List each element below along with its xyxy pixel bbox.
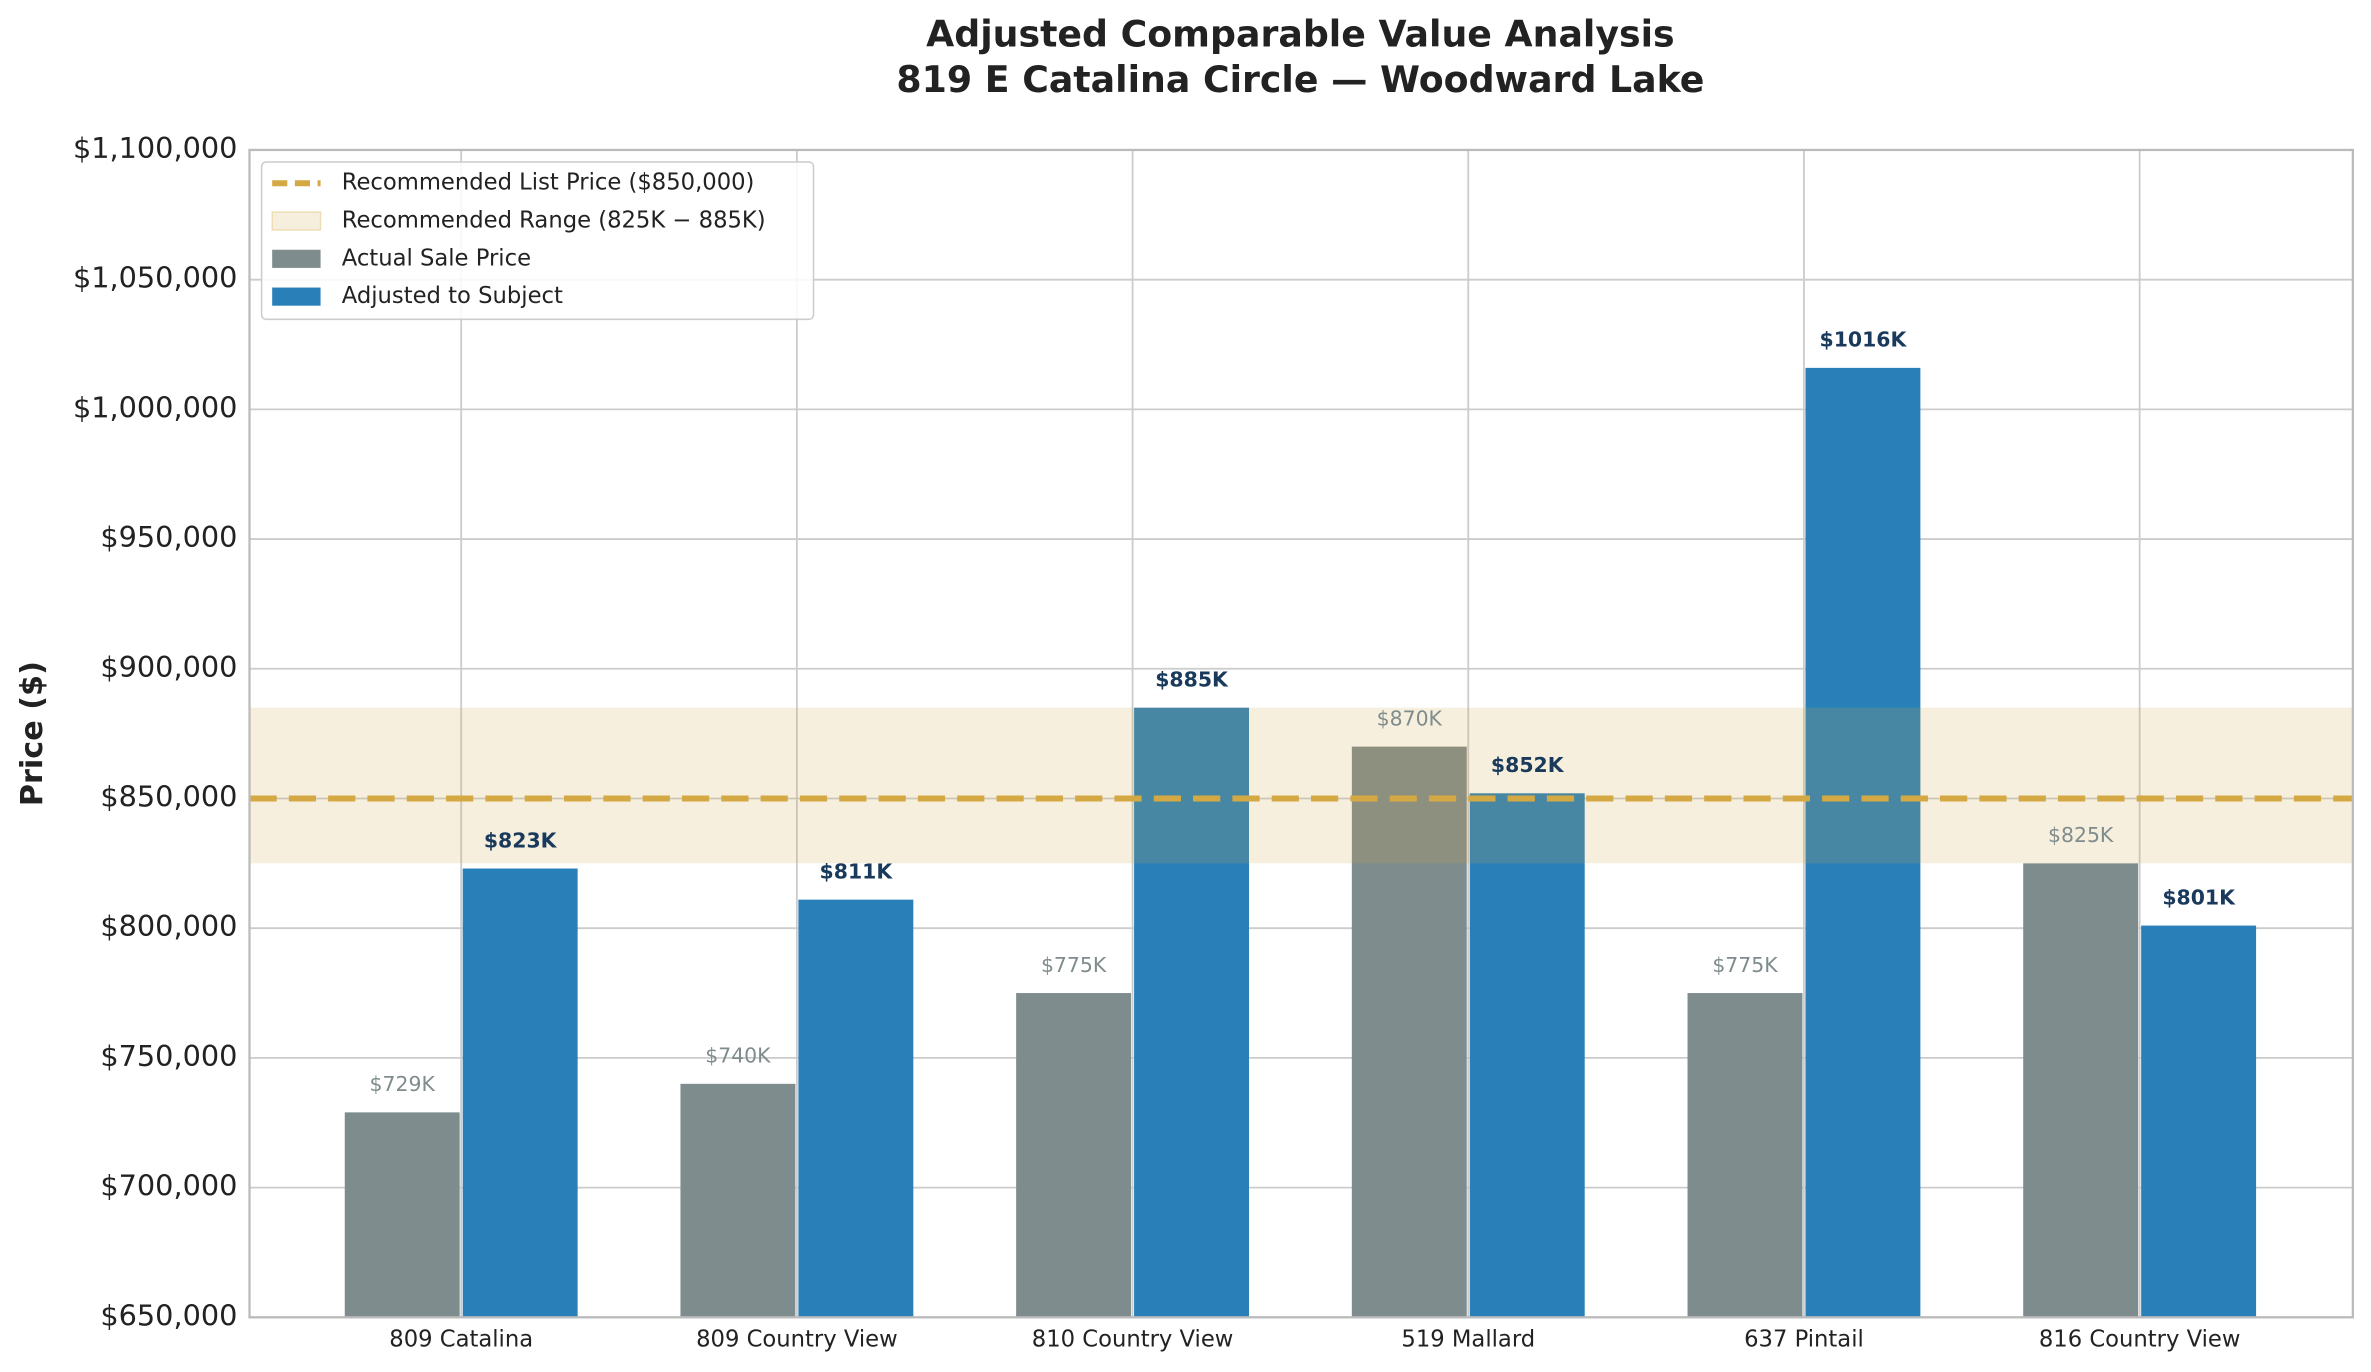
- value-label: $825K: [2048, 823, 2114, 847]
- bar: [2141, 925, 2257, 1318]
- y-tick-label: $900,000: [100, 650, 237, 684]
- bar: [2023, 863, 2139, 1318]
- legend-label: Recommended Range (825K − 885K): [342, 208, 766, 234]
- legend-box: [260, 161, 815, 321]
- legend-label: Recommended List Price ($850,000): [342, 170, 755, 196]
- bar: [1016, 993, 1132, 1318]
- bar: [1805, 367, 1921, 1318]
- y-tick-label: $1,050,000: [73, 261, 237, 295]
- value-label: $740K: [705, 1044, 771, 1068]
- chart-subtitle: 819 E Catalina Circle — Woodward Lake: [896, 58, 1704, 101]
- plot-frame: [248, 148, 2354, 1319]
- legend-handle: [272, 287, 321, 306]
- legend-handle: [272, 249, 321, 268]
- bar: [1687, 993, 1803, 1318]
- value-label: $823K: [484, 828, 558, 852]
- value-label: $870K: [1377, 706, 1443, 730]
- value-label: $775K: [1041, 953, 1107, 977]
- y-tick-label: $1,100,000: [73, 131, 237, 165]
- y-tick-label: $850,000: [100, 779, 237, 813]
- value-label: $852K: [1491, 753, 1565, 777]
- y-tick-label: $700,000: [100, 1169, 237, 1203]
- bar: [344, 1112, 460, 1318]
- y-tick-label: $650,000: [100, 1298, 237, 1332]
- x-tick-label: 809 Country View: [696, 1326, 898, 1352]
- y-axis-label: Price ($): [15, 661, 50, 806]
- x-tick-label: 816 Country View: [2039, 1326, 2241, 1352]
- bar: [1134, 707, 1250, 1318]
- y-tick-label: $800,000: [100, 909, 237, 943]
- recommended-range: [249, 707, 2353, 864]
- value-label: $811K: [820, 859, 894, 883]
- bar: [798, 899, 914, 1318]
- bar: [462, 868, 578, 1318]
- y-tick-label: $1,000,000: [73, 390, 237, 424]
- value-label: $801K: [2162, 885, 2236, 909]
- bar: [680, 1083, 796, 1318]
- x-tick-label: 810 Country View: [1032, 1326, 1234, 1352]
- x-tick-label: 637 Pintail: [1744, 1326, 1864, 1352]
- y-tick-label: $750,000: [100, 1039, 237, 1073]
- legend-handle: [271, 211, 322, 231]
- y-tick-label: $950,000: [100, 520, 237, 554]
- x-tick-label: 809 Catalina: [389, 1326, 533, 1352]
- value-label: $729K: [370, 1072, 436, 1096]
- bar: [1469, 793, 1585, 1318]
- x-tick-label: 519 Mallard: [1401, 1326, 1535, 1352]
- value-label: $1016K: [1820, 328, 1908, 352]
- bar: [1351, 746, 1467, 1318]
- value-label: $775K: [1712, 953, 1778, 977]
- legend-label: Adjusted to Subject: [342, 283, 563, 309]
- legend-label: Actual Sale Price: [342, 245, 531, 271]
- value-label: $885K: [1155, 667, 1229, 691]
- chart-title: Adjusted Comparable Value Analysis: [926, 13, 1674, 56]
